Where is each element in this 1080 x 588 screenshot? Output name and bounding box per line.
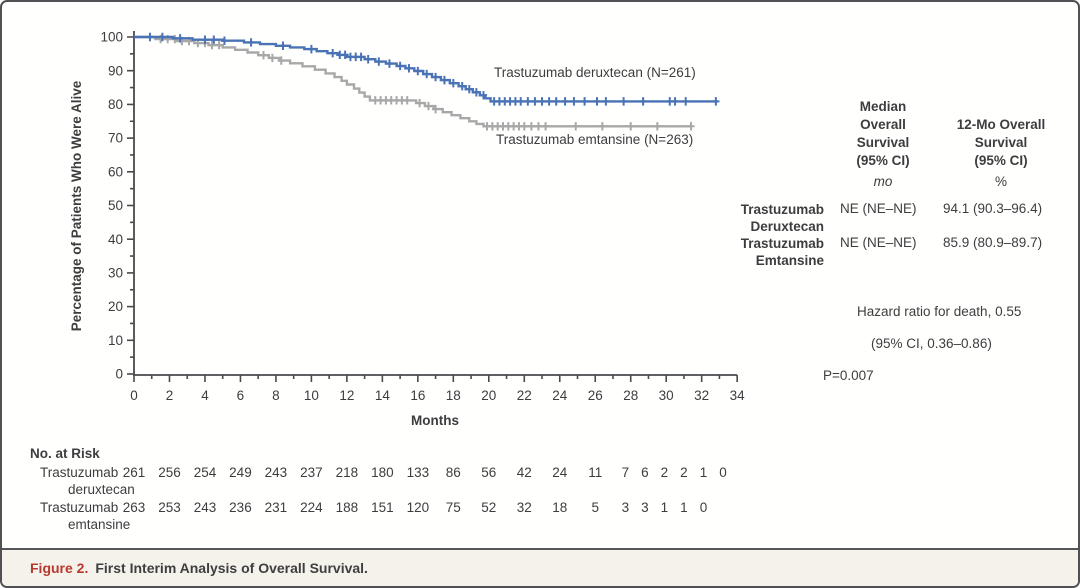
figure-caption-text: First Interim Analysis of Overall Surviv… (95, 560, 368, 576)
risk-count: 56 (481, 465, 497, 480)
p-value: P=0.007 (823, 368, 874, 383)
stats-emtansine-median: NE (NE–NE) (840, 235, 917, 250)
risk-row1-label-line1: Trastuzumab (40, 465, 119, 480)
risk-row2-label-line1: Trastuzumab (40, 500, 119, 515)
risk-count: 86 (445, 465, 461, 480)
x-tick-label: 6 (237, 388, 245, 403)
risk-count: 243 (193, 500, 217, 515)
x-tick-label: 16 (410, 388, 425, 403)
x-tick-label: 28 (623, 388, 638, 403)
risk-count: 2 (660, 465, 669, 480)
hazard-ratio-line2: (95% CI, 0.36–0.86) (871, 336, 992, 351)
twelve-mo-os-unit: % (994, 174, 1007, 189)
x-tick-label: 8 (272, 388, 280, 403)
series-label-emtansine: Trastuzumab emtansine (N=263) (496, 132, 694, 147)
risk-count: 261 (122, 465, 146, 480)
x-tick-label: 2 (166, 388, 174, 403)
stats-emtansine-12mo: 85.9 (80.9–89.7) (943, 235, 1043, 250)
risk-count: 5 (591, 500, 599, 515)
y-tick-label: 50 (108, 198, 123, 213)
y-tick-label: 90 (108, 63, 123, 78)
risk-count: 1 (699, 465, 708, 480)
x-tick-label: 20 (481, 388, 496, 403)
y-tick-label: 30 (108, 266, 123, 281)
risk-count: 24 (552, 465, 568, 480)
risk-count: 237 (300, 465, 323, 480)
figure-caption-label: Figure 2. (30, 560, 89, 576)
x-tick-label: 14 (375, 388, 391, 403)
risk-count: 236 (229, 500, 252, 515)
hazard-ratio-block: Hazard ratio for death, 0.55 (95% CI, 0.… (823, 288, 1021, 400)
risk-count: 18 (552, 500, 568, 515)
risk-count: 11 (588, 465, 603, 480)
risk-count: 180 (371, 465, 394, 480)
risk-count: 218 (335, 465, 359, 480)
risk-row1-label-line2: deruxtecan (68, 482, 135, 497)
risk-count: 7 (621, 465, 630, 480)
y-tick-label: 0 (115, 367, 123, 382)
risk-count: 32 (516, 500, 532, 515)
x-tick-label: 24 (552, 388, 568, 403)
y-tick-label: 70 (108, 131, 123, 146)
risk-count: 231 (264, 500, 288, 515)
x-tick-label: 32 (694, 388, 709, 403)
risk-count: 263 (122, 500, 146, 515)
y-tick-label: 40 (108, 232, 123, 247)
risk-count: 2 (680, 465, 688, 480)
risk-count: 3 (621, 500, 630, 515)
risk-count: 188 (335, 500, 359, 515)
figure-caption: Figure 2. First Interim Analysis of Over… (2, 548, 1078, 586)
risk-count: 1 (660, 500, 669, 515)
risk-count: 249 (229, 465, 252, 480)
series-label-deruxtecan: Trastuzumab deruxtecan (N=261) (494, 65, 696, 80)
y-tick-label: 20 (108, 299, 123, 314)
risk-count: 256 (158, 465, 181, 480)
y-tick-label: 60 (108, 164, 123, 179)
stats-row-label-emtansine: Trastuzumab Emtansine (740, 236, 824, 268)
risk-count: 75 (445, 500, 461, 515)
x-tick-label: 4 (201, 388, 209, 403)
risk-count: 52 (481, 500, 497, 515)
twelve-mo-os-header: 12-Mo Overall Survival (95% CI) (956, 117, 1046, 168)
risk-count: 3 (641, 500, 649, 515)
y-axis-title: Percentage of Patients Who Were Alive (69, 80, 84, 332)
x-tick-label: 10 (304, 388, 319, 403)
x-tick-label: 34 (730, 388, 746, 403)
risk-count: 42 (516, 465, 532, 480)
risk-count: 0 (699, 500, 708, 515)
risk-count: 133 (406, 465, 430, 480)
x-tick-label: 26 (588, 388, 603, 403)
km-curve-trastuzumab-emtansine (134, 35, 691, 128)
x-tick-label: 0 (130, 388, 138, 403)
median-os-header: Median Overall Survival (95% CI) (856, 99, 910, 168)
risk-count: 120 (406, 500, 430, 515)
x-tick-label: 18 (446, 388, 461, 403)
y-tick-label: 80 (108, 97, 123, 112)
risk-count: 253 (158, 500, 181, 515)
risk-table-title: No. at Risk (30, 446, 100, 461)
risk-count: 0 (719, 465, 727, 480)
stats-row-label-deruxtecan: Trastuzumab Deruxtecan (740, 202, 824, 234)
risk-row1-values: 261 256 254 249 243 237 218 180 133 86 56 42 24 11 7 6 2… (2, 465, 1078, 481)
x-tick-label: 12 (339, 388, 354, 403)
stats-deruxtecan-median: NE (NE–NE) (840, 201, 917, 216)
risk-count: 1 (680, 500, 688, 515)
risk-count: 224 (300, 500, 323, 515)
hazard-ratio-line1: Hazard ratio for death, 0.55 (857, 304, 1022, 319)
risk-count: 151 (371, 500, 394, 515)
risk-count: 6 (641, 465, 649, 480)
risk-row2-label-line2: emtansine (68, 517, 131, 532)
risk-count: 243 (264, 465, 288, 480)
y-tick-label: 10 (108, 333, 123, 348)
median-os-unit: mo (873, 174, 893, 189)
risk-count: 254 (193, 465, 217, 480)
x-axis-title: Months (411, 413, 459, 428)
stats-deruxtecan-12mo: 94.1 (90.3–96.4) (943, 201, 1043, 216)
y-tick-label: 100 (100, 30, 123, 45)
risk-row2-values: 263 253 243 236 231 224 188 151 120 75 52 32 18 5 3 3 1 1… (2, 500, 1078, 516)
x-tick-label: 30 (659, 388, 674, 403)
x-tick-label: 22 (517, 388, 532, 403)
